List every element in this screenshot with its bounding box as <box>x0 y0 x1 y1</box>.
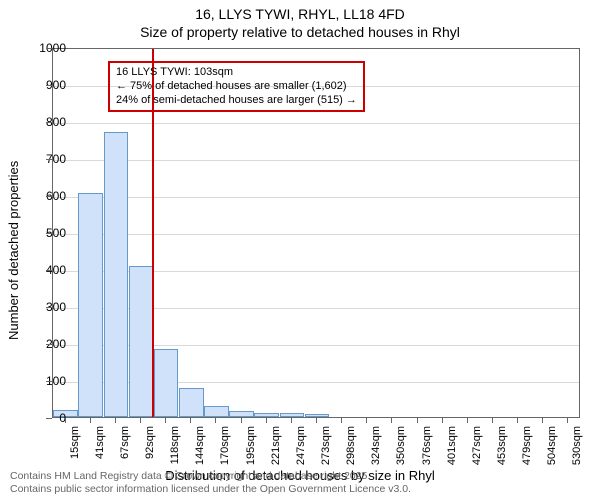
x-tick-mark <box>391 418 392 423</box>
x-tick-label: 41sqm <box>94 426 106 466</box>
marker-callout: 16 LLYS TYWI: 103sqm ← 75% of detached h… <box>108 61 365 112</box>
callout-line1: ← 75% of detached houses are smaller (1,… <box>116 80 357 94</box>
x-tick-mark <box>467 418 468 423</box>
y-tick-mark <box>46 85 52 86</box>
x-tick-mark <box>316 418 317 423</box>
x-tick-label: 427sqm <box>471 426 483 466</box>
y-tick-mark <box>46 418 52 419</box>
x-tick-mark <box>115 418 116 423</box>
x-tick-label: 504sqm <box>546 426 558 466</box>
x-tick-mark <box>542 418 543 423</box>
x-tick-label: 118sqm <box>169 426 181 466</box>
footer-line2: Contains public sector information licen… <box>10 483 411 496</box>
y-axis-label: Number of detached properties <box>6 161 21 340</box>
x-tick-mark <box>215 418 216 423</box>
x-tick-label: 247sqm <box>295 426 307 466</box>
x-tick-mark <box>492 418 493 423</box>
x-tick-mark <box>140 418 141 423</box>
x-tick-label: 453sqm <box>496 426 508 466</box>
gridline <box>53 197 579 198</box>
attribution-footer: Contains HM Land Registry data © Crown c… <box>10 470 411 496</box>
gridline <box>53 234 579 235</box>
x-tick-label: 298sqm <box>345 426 357 466</box>
x-tick-label: 170sqm <box>219 426 231 466</box>
x-tick-mark <box>341 418 342 423</box>
y-tick-mark <box>46 381 52 382</box>
histogram-bar <box>154 349 179 417</box>
y-tick-mark <box>46 122 52 123</box>
x-tick-mark <box>90 418 91 423</box>
x-tick-label: 273sqm <box>320 426 332 466</box>
histogram-bar <box>280 413 305 417</box>
x-tick-label: 15sqm <box>69 426 81 466</box>
gridline <box>53 123 579 124</box>
x-tick-label: 376sqm <box>421 426 433 466</box>
x-tick-mark <box>442 418 443 423</box>
callout-title: 16 LLYS TYWI: 103sqm <box>116 66 357 80</box>
plot-area: 16 LLYS TYWI: 103sqm ← 75% of detached h… <box>52 48 580 418</box>
x-tick-label: 350sqm <box>395 426 407 466</box>
histogram-bar <box>229 411 254 417</box>
y-tick-mark <box>46 270 52 271</box>
x-tick-label: 221sqm <box>270 426 282 466</box>
x-tick-label: 92sqm <box>144 426 156 466</box>
y-tick-mark <box>46 159 52 160</box>
histogram-bar <box>305 414 330 417</box>
x-tick-mark <box>567 418 568 423</box>
histogram-bar <box>78 193 103 417</box>
x-tick-label: 195sqm <box>245 426 257 466</box>
histogram-bar <box>204 406 229 417</box>
x-tick-mark <box>517 418 518 423</box>
chart-container: 16 LLYS TYWI: 103sqm ← 75% of detached h… <box>52 48 580 418</box>
x-tick-mark <box>165 418 166 423</box>
y-tick-mark <box>46 48 52 49</box>
callout-line2: 24% of semi-detached houses are larger (… <box>116 94 357 108</box>
y-tick-mark <box>46 344 52 345</box>
x-tick-mark <box>65 418 66 423</box>
x-tick-label: 324sqm <box>370 426 382 466</box>
x-tick-mark <box>190 418 191 423</box>
page-title-line1: 16, LLYS TYWI, RHYL, LL18 4FD <box>0 6 600 24</box>
page-title-line2: Size of property relative to detached ho… <box>0 24 600 42</box>
y-tick-mark <box>46 196 52 197</box>
footer-line1: Contains HM Land Registry data © Crown c… <box>10 470 411 483</box>
x-tick-mark <box>417 418 418 423</box>
histogram-bar <box>129 266 154 417</box>
x-tick-label: 144sqm <box>194 426 206 466</box>
x-tick-label: 530sqm <box>571 426 583 466</box>
y-tick-mark <box>46 233 52 234</box>
x-tick-mark <box>366 418 367 423</box>
histogram-bar <box>179 388 204 417</box>
x-tick-mark <box>266 418 267 423</box>
x-tick-label: 67sqm <box>119 426 131 466</box>
x-tick-mark <box>291 418 292 423</box>
x-tick-mark <box>241 418 242 423</box>
gridline <box>53 160 579 161</box>
x-tick-label: 401sqm <box>446 426 458 466</box>
histogram-bar <box>254 413 279 417</box>
histogram-bar <box>104 132 129 417</box>
y-tick-mark <box>46 307 52 308</box>
x-tick-label: 479sqm <box>521 426 533 466</box>
